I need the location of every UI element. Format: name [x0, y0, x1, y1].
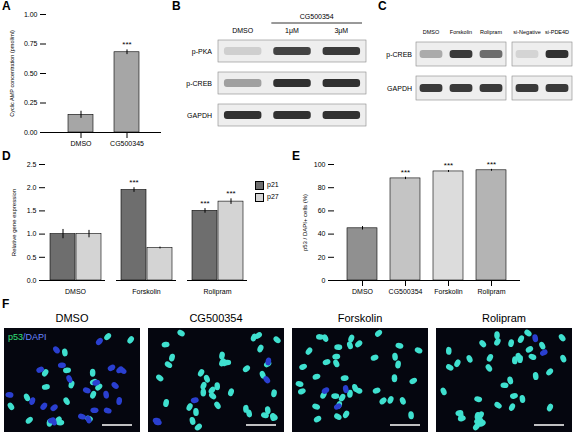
svg-text:1μM: 1μM — [285, 27, 299, 35]
html-text:C: C — [378, 0, 387, 13]
svg-text:2.0: 2.0 — [27, 184, 37, 191]
svg-text:***: *** — [122, 40, 131, 49]
svg-text:***: *** — [401, 168, 410, 177]
svg-text:100: 100 — [314, 161, 326, 168]
html-text:E: E — [292, 149, 300, 163]
svg-text:si-PDE4D: si-PDE4D — [545, 29, 569, 35]
svg-text:Forskolin: Forskolin — [132, 288, 161, 295]
svg-text:0.75: 0.75 — [24, 40, 38, 47]
svg-text:40: 40 — [318, 230, 326, 237]
svg-text:60: 60 — [318, 207, 326, 214]
svg-text:DMSO: DMSO — [423, 29, 440, 35]
svg-text:0.25: 0.25 — [24, 99, 38, 106]
svg-text:1.5: 1.5 — [27, 207, 37, 214]
svg-text:***: *** — [129, 178, 138, 187]
html-text:p27: p27 — [267, 193, 279, 200]
svg-text:1.0: 1.0 — [27, 230, 37, 237]
svg-text:DMSO: DMSO — [65, 288, 87, 295]
svg-text:p-PKA: p-PKA — [192, 48, 213, 56]
html-text:A: A — [2, 0, 11, 13]
svg-text:GAPDH: GAPDH — [187, 112, 212, 119]
html-text:D: D — [2, 149, 11, 163]
svg-text:GAPDH: GAPDH — [387, 85, 412, 92]
html-text:DMSO: DMSO — [55, 312, 89, 324]
svg-text:0.0: 0.0 — [27, 277, 37, 284]
svg-text:3μM: 3μM — [334, 27, 348, 35]
svg-text:0.5: 0.5 — [27, 254, 37, 261]
svg-text:si-Negative: si-Negative — [513, 29, 541, 35]
svg-text:p53 / DAPI+ cells (%): p53 / DAPI+ cells (%) — [302, 194, 308, 251]
html-text:B: B — [172, 0, 181, 13]
svg-text:0: 0 — [322, 277, 326, 284]
html-text:p21: p21 — [267, 181, 279, 188]
svg-text:Cyclic AMP concentration (pmol: Cyclic AMP concentration (pmol/ml) — [9, 30, 15, 117]
svg-text:Forskolin: Forskolin — [434, 288, 463, 295]
svg-text:p-CREB: p-CREB — [386, 51, 412, 59]
svg-text:CG500345: CG500345 — [110, 140, 144, 147]
svg-text:Relative gene expression: Relative gene expression — [11, 189, 17, 256]
svg-text:p-CREB: p-CREB — [186, 80, 212, 88]
svg-text:DMSO: DMSO — [71, 140, 93, 147]
html-text:Rolipram: Rolipram — [482, 312, 526, 324]
svg-text:80: 80 — [318, 184, 326, 191]
svg-text:DMSO: DMSO — [352, 288, 374, 295]
html-text:F: F — [2, 297, 10, 311]
svg-text:2.5: 2.5 — [27, 161, 37, 168]
svg-text:CG500354: CG500354 — [300, 13, 334, 20]
html-text:CG500354: CG500354 — [189, 312, 243, 324]
svg-text:***: *** — [487, 160, 496, 169]
svg-text:DMSO: DMSO — [232, 27, 254, 34]
html-text:Forskolin: Forskolin — [337, 312, 383, 324]
svg-text:***: *** — [226, 189, 235, 198]
svg-text:***: *** — [444, 161, 453, 170]
svg-text:1.00: 1.00 — [24, 11, 38, 18]
svg-text:0.50: 0.50 — [24, 70, 38, 77]
svg-text:Rolipram: Rolipram — [203, 288, 231, 296]
svg-text:20: 20 — [318, 254, 326, 261]
svg-text:p53/DAPI: p53/DAPI — [8, 332, 47, 342]
svg-text:0.00: 0.00 — [24, 129, 38, 136]
svg-text:***: *** — [200, 199, 209, 208]
svg-text:Rolipram: Rolipram — [477, 288, 505, 296]
svg-text:CG500354: CG500354 — [389, 288, 423, 295]
svg-text:Rolipram: Rolipram — [480, 29, 502, 35]
svg-text:Forskolin: Forskolin — [450, 29, 472, 35]
